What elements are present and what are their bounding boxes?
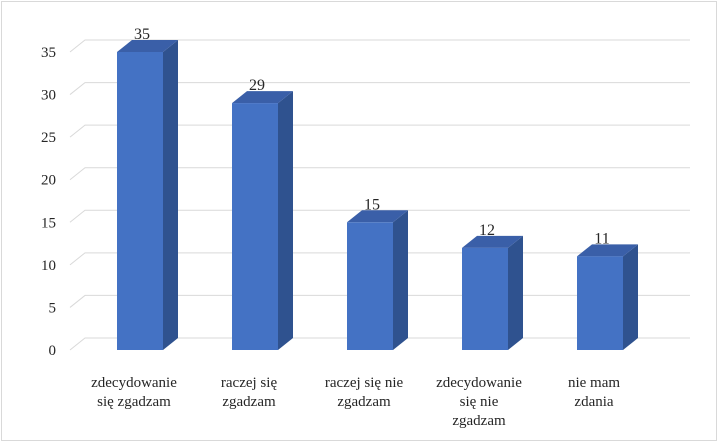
y-tick-label: 25 <box>41 130 56 146</box>
x-tick-label-line: zdecydowanie <box>91 375 177 391</box>
bar-side <box>623 244 638 350</box>
bar <box>462 235 523 350</box>
bar-top <box>347 210 408 223</box>
bar-side <box>278 91 293 350</box>
x-tick-label-line: zdecydowanie <box>436 375 522 391</box>
y-tick-label: 5 <box>49 300 57 316</box>
gridline <box>69 167 690 181</box>
data-label: 35 <box>134 26 150 43</box>
bar <box>577 244 638 350</box>
bar-front <box>232 103 278 350</box>
y-tick-label: 35 <box>41 45 56 61</box>
gridline <box>69 209 690 223</box>
x-tick-label-line: raczej się <box>221 375 278 391</box>
data-label: 11 <box>594 230 609 247</box>
bar-front <box>347 222 393 350</box>
data-label: 29 <box>249 77 265 94</box>
bar-side <box>508 235 523 350</box>
bar-top <box>462 235 523 248</box>
x-tick-label-line: zgadzam <box>337 394 391 410</box>
gridline <box>69 39 690 53</box>
bar-front <box>462 247 508 350</box>
x-tick-label: raczej się nie zgadzam <box>325 375 404 410</box>
bar <box>347 210 408 350</box>
data-label: 15 <box>364 196 380 213</box>
bar-side <box>393 210 408 350</box>
bar-front <box>117 52 163 350</box>
x-tick-label-line: nie mam <box>568 375 620 391</box>
bars: 35 29 15 12 11 <box>117 26 638 350</box>
x-tick-label: nie mam zdania <box>568 375 620 410</box>
y-tick-label: 0 <box>49 343 57 359</box>
gridline <box>69 124 690 138</box>
gridline <box>69 82 690 95</box>
bar-side <box>163 40 178 350</box>
x-tick-label: zdecydowanie się zgadzam <box>91 375 177 410</box>
x-tick-label-line: zgadzam <box>222 394 276 410</box>
bar-front <box>577 256 623 350</box>
y-tick-label: 10 <box>41 258 56 274</box>
x-axis: zdecydowanie się zgadzam raczej się zgadzam… <box>91 375 620 429</box>
x-tick-label-line: zdania <box>574 394 613 410</box>
bar <box>117 40 178 350</box>
data-label: 12 <box>479 222 495 239</box>
y-tick-label: 15 <box>41 215 56 231</box>
bar-top <box>232 91 293 104</box>
bar-top <box>577 244 638 257</box>
x-tick-label-line: się zgadzam <box>97 394 171 410</box>
bar <box>232 91 293 350</box>
x-tick-label-line: raczej się nie <box>325 375 404 391</box>
y-tick-label: 20 <box>41 173 56 189</box>
y-tick-label: 30 <box>41 88 56 104</box>
x-tick-label: zdecydowanie się nie zgadzam <box>436 375 522 429</box>
x-tick-label-line: się nie <box>460 394 499 410</box>
bar-top <box>117 40 178 52</box>
y-axis: 0 5 10 15 20 25 30 35 <box>41 45 56 359</box>
x-tick-label: raczej się zgadzam <box>221 375 278 410</box>
x-tick-label-line: zgadzam <box>452 413 506 429</box>
